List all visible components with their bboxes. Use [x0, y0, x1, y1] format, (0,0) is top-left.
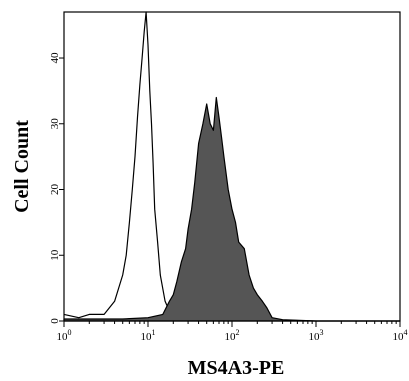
y-tick-label: 0	[49, 318, 61, 324]
x-tick-label: 103	[309, 328, 324, 343]
plot-frame	[63, 11, 401, 322]
x-tick-label: 101	[141, 328, 156, 343]
y-axis-ticks: 0 10 20 30 40	[49, 52, 64, 324]
x-tick-label: 104	[393, 328, 408, 343]
series-1-filled-histogram	[63, 96, 401, 322]
x-axis-title: MS4A3-PE	[188, 357, 285, 379]
histogram-series	[63, 11, 401, 322]
x-tick-label: 102	[225, 328, 240, 343]
y-tick-label: 10	[49, 249, 61, 260]
x-axis-ticks: 100 101 102 103 104	[57, 321, 408, 343]
y-tick-label: 20	[49, 184, 61, 196]
y-axis-title: Cell Count	[11, 120, 33, 213]
x-tick-label: 100	[57, 328, 72, 343]
y-tick-label: 30	[49, 118, 61, 130]
y-tick-label: 40	[49, 52, 61, 64]
